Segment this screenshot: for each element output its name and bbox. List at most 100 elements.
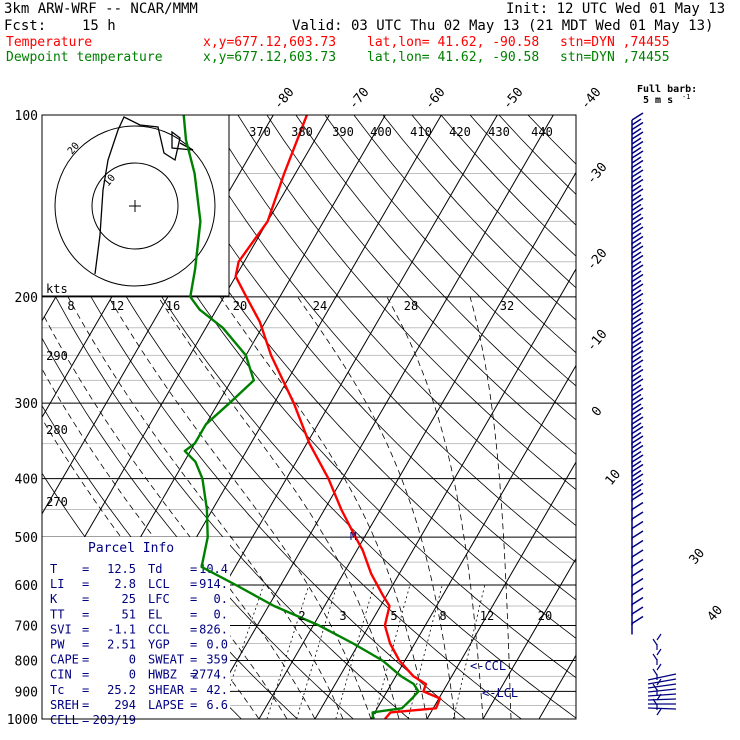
barb-flag xyxy=(631,492,644,501)
barb-flag xyxy=(631,264,644,273)
dry-adiabat xyxy=(295,115,576,421)
barb-flag xyxy=(631,222,642,231)
parcel-value: 0.0 xyxy=(206,638,228,652)
parcel-value: 0 xyxy=(129,668,136,682)
barb-staff xyxy=(652,653,658,661)
mixing-ratio-line xyxy=(335,584,375,719)
parcel-eq: = xyxy=(190,622,197,636)
mixing-ratio-label: 2 xyxy=(298,609,305,623)
mixing-ratio-line xyxy=(266,584,310,719)
barb-flag xyxy=(631,308,642,316)
dry-adiabat xyxy=(42,269,411,719)
parcel-value: 25 xyxy=(122,592,136,606)
barb-flag xyxy=(631,384,642,392)
barb-flag xyxy=(631,112,644,121)
parcel-eq: = xyxy=(82,592,89,606)
barb-flag xyxy=(631,425,644,435)
barb-flag xyxy=(631,454,644,463)
mixing-ratio-label: 12 xyxy=(480,609,494,623)
barb-flag xyxy=(631,321,644,330)
barb-flag xyxy=(631,374,642,383)
barb-flag xyxy=(631,159,644,169)
barb-flag xyxy=(631,450,642,459)
temperature-profile xyxy=(234,115,442,719)
kts-label: 28 xyxy=(404,299,418,313)
parcel-value: 6.6 xyxy=(206,698,228,712)
dry-adiabat xyxy=(266,115,576,455)
parcel-eq: = xyxy=(190,638,197,652)
isotherm-label: -10 xyxy=(584,327,611,355)
barb-flag xyxy=(631,140,644,150)
theta-label: 370 xyxy=(249,125,271,139)
isotherm-line xyxy=(426,461,576,719)
barb-flag xyxy=(647,688,677,693)
parcel-eq: = xyxy=(190,577,197,591)
mixing-ratio-line xyxy=(373,584,411,719)
isotherm-line xyxy=(482,557,576,719)
dry-adiabat xyxy=(121,115,576,639)
isotherm-line xyxy=(370,364,576,719)
barb-flag xyxy=(631,558,644,568)
barb-staff xyxy=(656,633,662,641)
barb-flag xyxy=(631,273,644,283)
barb-flag xyxy=(631,463,644,473)
parcel-value: 51 xyxy=(122,607,136,621)
parcel-eq: = xyxy=(190,698,197,712)
dry-adiabat xyxy=(498,115,576,195)
mixing-ratio-line xyxy=(453,584,486,719)
barb-flag xyxy=(631,479,642,487)
parcel-eq: = xyxy=(190,592,197,606)
parcel-value: 359 xyxy=(206,653,228,667)
init-time: Init: 12 UTC Wed 01 May 13 xyxy=(506,1,726,17)
isotherm-line xyxy=(42,115,330,612)
barb-flag xyxy=(631,203,642,212)
parcel-eq: = xyxy=(190,683,197,697)
parcel-value: 12.5 xyxy=(107,562,136,576)
parcel-eq: = xyxy=(82,577,89,591)
pressure-tick-label: 800 xyxy=(15,654,38,669)
barb-flag xyxy=(631,378,644,387)
parcel-label: HWBZ xyxy=(148,668,177,682)
isotherm-line xyxy=(258,171,576,719)
parcel-value: 203/19 xyxy=(93,713,136,727)
barb-staff xyxy=(656,708,662,716)
parcel-label: Td xyxy=(148,562,162,576)
barb-flag xyxy=(647,698,677,701)
isotherm-label: -30 xyxy=(584,160,611,188)
parcel-value: 294 xyxy=(114,698,136,712)
dry-adiabat xyxy=(382,115,576,321)
barb-flag xyxy=(631,197,644,207)
parcel-value: 25.2 xyxy=(107,683,136,697)
hodograph-trace xyxy=(94,116,194,275)
barb-flag xyxy=(631,245,644,254)
barb-flag xyxy=(631,403,642,411)
barb-flag xyxy=(631,251,642,259)
theta-label: 290 xyxy=(46,349,68,363)
moist-adiabat xyxy=(108,296,372,719)
pressure-tick-label: 500 xyxy=(15,531,38,546)
moist-adiabat xyxy=(219,296,428,719)
isotherm-line xyxy=(314,268,576,719)
parcel-title: Parcel Info xyxy=(88,541,174,556)
parcel-eq: = xyxy=(82,607,89,621)
barb-flag xyxy=(631,330,644,340)
barb-flag xyxy=(631,165,642,174)
barb-flag xyxy=(631,150,644,159)
temperature-station: stn=DYN ,74455 xyxy=(560,35,670,50)
parcel-label: CELL xyxy=(50,713,79,727)
barb-flag xyxy=(631,121,644,131)
parcel-label: YGP xyxy=(148,638,170,652)
isotherm-label: 40 xyxy=(705,603,727,625)
parcel-eq: = xyxy=(190,668,197,682)
parcel-label: T xyxy=(50,562,57,576)
moist-adiabat xyxy=(157,296,400,719)
hodograph-ring-inner xyxy=(91,162,179,250)
dry-adiabat xyxy=(353,115,576,354)
barb-staff xyxy=(656,648,662,656)
barb-flag xyxy=(647,707,677,710)
moist-adiabat xyxy=(386,296,484,719)
barb-flag xyxy=(647,678,677,685)
kts-label: 8 xyxy=(67,299,74,313)
kts-label: 20 xyxy=(233,299,247,313)
parcel-label: CIN xyxy=(50,668,72,682)
